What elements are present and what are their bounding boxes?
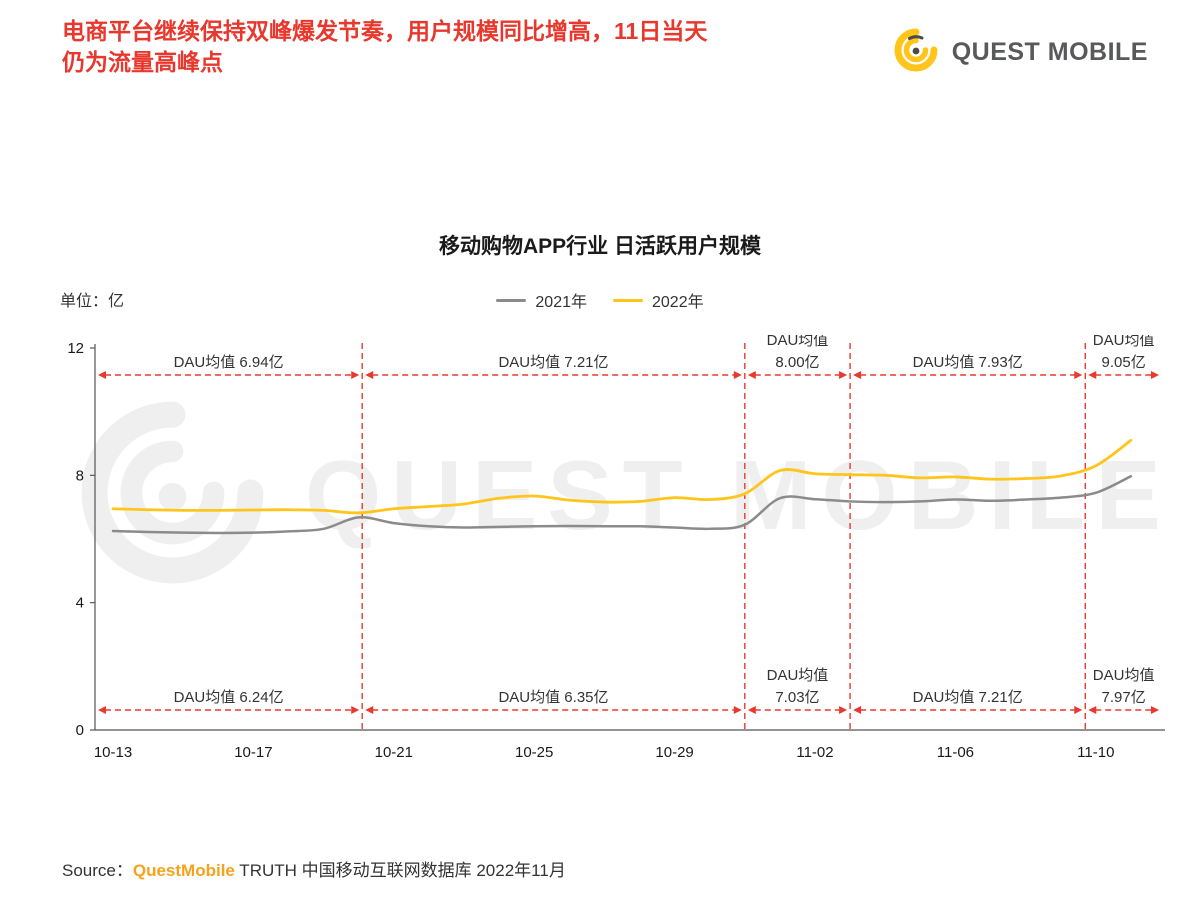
arrowhead-right [1074, 706, 1083, 714]
dau-annotation: DAU均值 [1093, 335, 1155, 349]
legend-item-2021: 2021年 [496, 288, 587, 312]
arrowhead-right [1074, 371, 1083, 379]
dau-annotation: DAU均值 7.21亿 [913, 689, 1023, 706]
questmobile-logo-text: QUEST MOBILE [951, 38, 1148, 66]
legend-swatch-2022 [613, 298, 643, 302]
arrowhead-right [733, 371, 742, 379]
source-suffix: TRUTH 中国移动互联网数据库 2022年11月 [234, 861, 566, 880]
arrowhead-left [853, 706, 862, 714]
x-tick-label: 11-06 [937, 744, 974, 761]
source-line: Source：QuestMobile TRUTH 中国移动互联网数据库 2022… [62, 856, 566, 881]
arrowhead-right [839, 706, 848, 714]
source-brand: QuestMobile [132, 861, 235, 880]
dau-annotation: DAU均值 [1093, 667, 1155, 684]
questmobile-logo: QUEST MOBILE [890, 24, 1148, 81]
arrowhead-left [1088, 371, 1097, 379]
x-tick-label: 10-21 [375, 744, 413, 761]
arrowhead-right [839, 371, 848, 379]
arrowhead-left [747, 706, 756, 714]
dau-annotation: DAU均值 [767, 335, 829, 349]
dau-annotation: 7.03亿 [775, 689, 819, 706]
arrowhead-left [1088, 706, 1097, 714]
legend-label-2021: 2021年 [535, 294, 587, 311]
headline-line-2: 仍为流量高峰点 [62, 49, 223, 76]
y-tick-label: 8 [76, 467, 84, 484]
x-tick-label: 10-13 [94, 744, 132, 761]
y-tick-label: 12 [67, 340, 84, 357]
arrowhead-left [365, 706, 374, 714]
dau-annotation: DAU均值 6.24亿 [174, 689, 284, 706]
arrowhead-right [351, 371, 360, 379]
arrowhead-left [747, 371, 756, 379]
dau-annotation: DAU均值 [767, 667, 829, 684]
arrowhead-right [1151, 706, 1159, 714]
x-tick-label: 10-25 [515, 744, 553, 761]
x-tick-label: 11-10 [1077, 744, 1114, 761]
x-tick-label: 11-02 [796, 744, 833, 761]
headline: 电商平台继续保持双峰爆发节奏，用户规模同比增高，11日当天 仍为流量高峰点 [62, 16, 902, 78]
chart-legend: 2021年 2022年 [0, 288, 1200, 312]
dau-chart-svg: DAU均值 6.94亿 DAU均值 7.21亿 DAU均值 8.00亿 DAU均值 7.… [67, 332, 1165, 761]
y-tick-label: 0 [76, 722, 84, 739]
unit-label: 单位：亿 [60, 293, 125, 310]
arrowhead-right [1151, 371, 1159, 379]
dau-annotation: DAU均值 7.21亿 [498, 354, 608, 371]
arrowhead-left [365, 371, 374, 379]
x-tick-label: 10-29 [655, 744, 693, 761]
dau-annotation: 9.05亿 [1102, 354, 1146, 371]
legend-item-2022: 2022年 [613, 288, 704, 312]
legend-swatch-2021 [496, 298, 527, 302]
dau-annotation: DAU均值 6.35亿 [498, 689, 608, 706]
dau-annotation: DAU均值 7.93亿 [913, 354, 1023, 371]
dau-chart: DAU均值 6.94亿 DAU均值 7.21亿 DAU均值 8.00亿 DAU均值 7.… [50, 332, 1170, 770]
y-tick-label: 4 [76, 595, 84, 612]
dau-annotation: 8.00亿 [775, 354, 819, 371]
arrowhead-left [98, 706, 106, 714]
legend-label-2022: 2022年 [652, 294, 704, 311]
source-prefix: Source： [62, 861, 133, 880]
arrowhead-left [853, 371, 862, 379]
questmobile-spiral-icon [890, 24, 942, 81]
dau-annotation: DAU均值 6.94亿 [174, 354, 284, 371]
chart-title: 移动购物APP行业 日活跃用户规模 [438, 235, 761, 258]
x-tick-label: 10-17 [234, 744, 272, 761]
headline-line-1: 电商平台继续保持双峰爆发节奏，用户规模同比增高，11日当天 [62, 18, 708, 44]
series-line-2021年 [111, 475, 1133, 535]
arrowhead-left [98, 371, 106, 379]
arrowhead-right [351, 706, 360, 714]
series-line-2022年 [111, 438, 1133, 515]
arrowhead-right [733, 706, 742, 714]
dau-annotation: 7.97亿 [1102, 689, 1146, 706]
